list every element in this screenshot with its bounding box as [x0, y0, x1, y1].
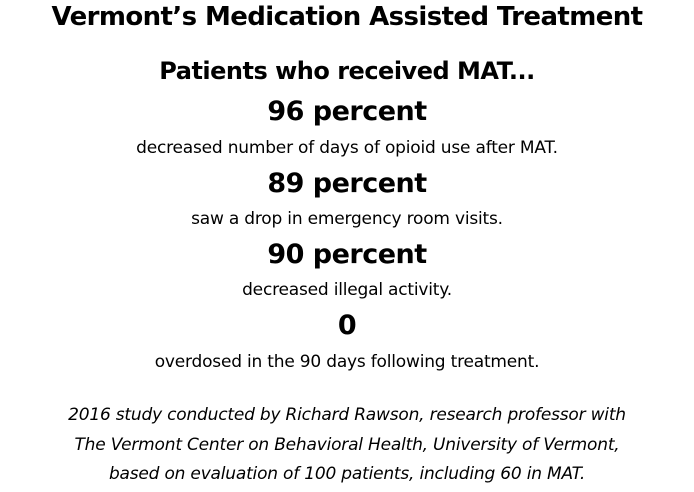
- stat-description-er-visits: saw a drop in emergency room visits.: [191, 209, 503, 229]
- source-note-line-1: 2016 study conducted by Richard Rawson, …: [68, 405, 626, 425]
- stat-value-illegal-activity: 90 percent: [267, 239, 427, 270]
- infographic-title: Vermont’s Medication Assisted Treatment: [51, 2, 644, 32]
- stat-description-opioid-use: decreased number of days of opioid use a…: [136, 138, 558, 158]
- stat-description-overdoses: overdosed in the 90 days following treat…: [154, 352, 540, 372]
- stat-value-overdoses: 0: [337, 310, 357, 341]
- source-note-line-2: The Vermont Center on Behavioral Health,…: [74, 435, 620, 455]
- stat-value-opioid-use: 96 percent: [267, 96, 427, 127]
- source-note-line-3: based on evaluation of 100 patients, inc…: [108, 464, 586, 484]
- infographic-subtitle: Patients who received MAT...: [159, 57, 535, 85]
- stat-value-er-visits: 89 percent: [267, 168, 427, 199]
- stat-description-illegal-activity: decreased illegal activity.: [242, 280, 452, 300]
